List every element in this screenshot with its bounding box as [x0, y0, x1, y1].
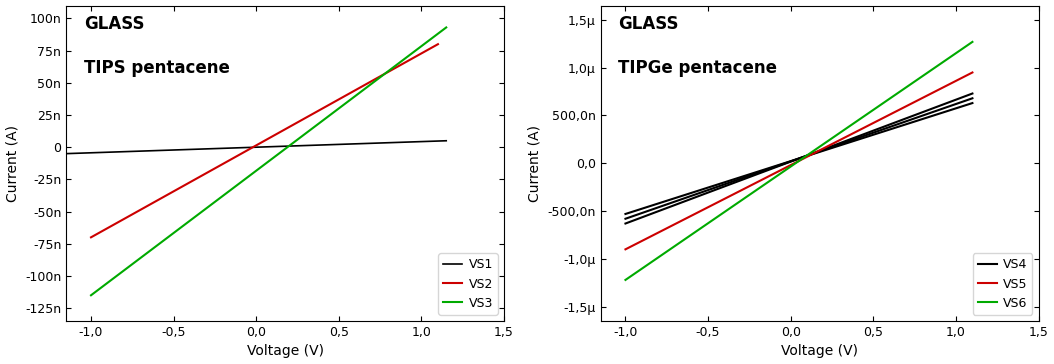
Line: VS2: VS2	[91, 44, 438, 237]
Line: VS5: VS5	[625, 72, 973, 249]
Legend: VS4, VS5, VS6: VS4, VS5, VS6	[973, 253, 1032, 315]
Legend: VS1, VS2, VS3: VS1, VS2, VS3	[438, 253, 497, 315]
VS2	[84, 235, 97, 240]
Text: TIPGe pentacene: TIPGe pentacene	[619, 59, 777, 77]
X-axis label: Voltage (V): Voltage (V)	[781, 344, 858, 359]
Text: GLASS: GLASS	[83, 15, 144, 33]
VS5	[967, 70, 979, 75]
Line: VS6: VS6	[625, 42, 973, 280]
Text: TIPS pentacene: TIPS pentacene	[83, 59, 230, 77]
Text: GLASS: GLASS	[619, 15, 679, 33]
VS2	[432, 42, 445, 46]
X-axis label: Voltage (V): Voltage (V)	[247, 344, 324, 359]
VS6	[619, 278, 631, 282]
Y-axis label: Current (A): Current (A)	[528, 125, 542, 202]
VS5	[619, 247, 631, 252]
VS6	[967, 40, 979, 44]
Y-axis label: Current (A): Current (A)	[5, 125, 20, 202]
